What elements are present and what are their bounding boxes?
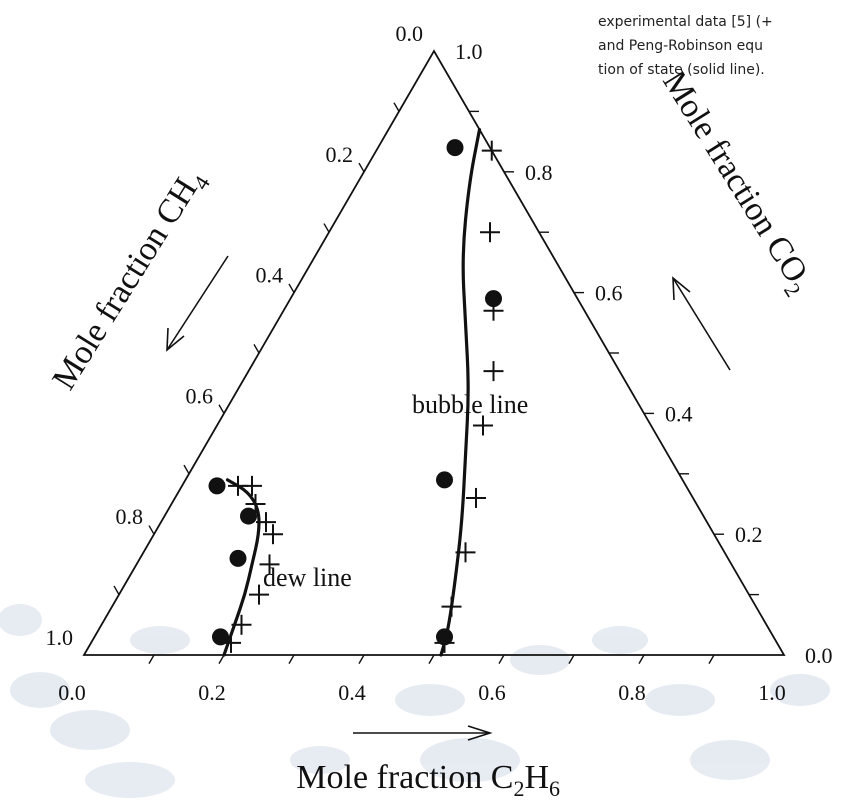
tick-labels: 0.0 0.2 0.4 0.6 0.8 1.0 0.0 0.2 0.4 0.6 0.8 1.0 0.0 0… [46, 21, 833, 705]
circle-marker [485, 290, 502, 308]
tick-label-bottom: 1.0 [758, 680, 786, 705]
plus-marker [263, 524, 283, 545]
tick-bottom [428, 654, 435, 665]
tick-label-bottom: 0.4 [338, 680, 366, 705]
caption-line: and Peng-Robinson equ [598, 38, 764, 54]
tick-label-bottom: 0.0 [58, 680, 86, 705]
plus-marker [483, 361, 504, 382]
axis-title-c2h6: Mole fraction C2H6 [296, 759, 560, 801]
tick-bottom [218, 654, 225, 665]
tick-marks [113, 102, 759, 665]
tick-label-left: 1.0 [46, 625, 74, 650]
plus-marker [256, 512, 276, 533]
tick-label-right: 1.0 [455, 39, 483, 64]
model-curves [222, 127, 482, 657]
data-markers [208, 139, 504, 653]
tick-label-left: 0.6 [186, 383, 214, 408]
circle-marker [436, 471, 453, 489]
tick-left [358, 162, 365, 173]
dew-line-curve [222, 478, 261, 657]
triangle-frame [82, 49, 786, 656]
circle-marker [229, 549, 247, 567]
tick-label-left: 0.2 [326, 142, 354, 167]
plus-marker [480, 222, 500, 243]
tick-bottom [638, 654, 645, 665]
tick-label-right: 0.0 [805, 643, 833, 668]
tick-label-right: 0.2 [735, 522, 763, 547]
tick-bottom [708, 654, 715, 665]
arrow-co2 [672, 276, 731, 371]
tick-label-left: 0.0 [396, 21, 424, 46]
plus-marker [231, 614, 252, 635]
figure-caption: experimental data [5] (+ and Peng-Robins… [598, 10, 856, 82]
circle-marker [212, 628, 229, 646]
arrow-ch4 [166, 255, 229, 352]
arrow-c2h6 [353, 725, 493, 741]
triangle-outline [82, 49, 786, 656]
tick-label-bottom: 0.2 [198, 680, 226, 705]
tick-left [323, 223, 330, 233]
tick-left [288, 283, 295, 293]
tick-label-right: 0.8 [525, 160, 553, 185]
tick-bottom [288, 654, 295, 665]
axis-title-co2: Mole fraction CO2 [651, 65, 821, 302]
circle-marker [446, 139, 464, 157]
tick-label-right: 0.6 [595, 281, 623, 306]
tick-left [183, 464, 190, 475]
plus-marker [249, 584, 269, 605]
axis-title-ch4: Mole fraction CH4 [45, 162, 215, 399]
caption-line: tion of state (solid line). [598, 62, 765, 78]
tick-left [148, 525, 155, 535]
plus-marker [473, 415, 493, 436]
bubble-line-curve [439, 127, 482, 657]
tick-label-right: 0.4 [665, 401, 693, 426]
tick-label-left: 0.4 [256, 263, 284, 288]
tick-left [113, 585, 120, 595]
tick-left [253, 343, 260, 354]
tick-left [393, 102, 400, 112]
tick-label-left: 0.8 [116, 504, 144, 529]
plus-marker [441, 596, 462, 617]
tick-label-bottom: 0.6 [478, 680, 506, 705]
circle-marker [436, 628, 453, 646]
tick-bottom [358, 654, 365, 665]
annotation-bubble-line: bubble line [412, 390, 528, 419]
caption-line: experimental data [5] (+ [598, 14, 773, 30]
plus-marker [242, 475, 262, 496]
plus-marker [455, 542, 476, 563]
tick-left [218, 404, 225, 414]
plus-marker [466, 487, 486, 508]
tick-label-bottom: 0.8 [618, 680, 646, 705]
tick-bottom [568, 654, 575, 665]
tick-bottom [498, 654, 505, 665]
plus-marker [245, 494, 266, 514]
circle-marker [208, 477, 226, 495]
annotation-dew-line: dew line [263, 563, 352, 592]
plus-marker [481, 140, 502, 161]
tick-bottom [148, 654, 155, 665]
circle-marker [240, 507, 257, 525]
plus-marker [259, 554, 280, 575]
